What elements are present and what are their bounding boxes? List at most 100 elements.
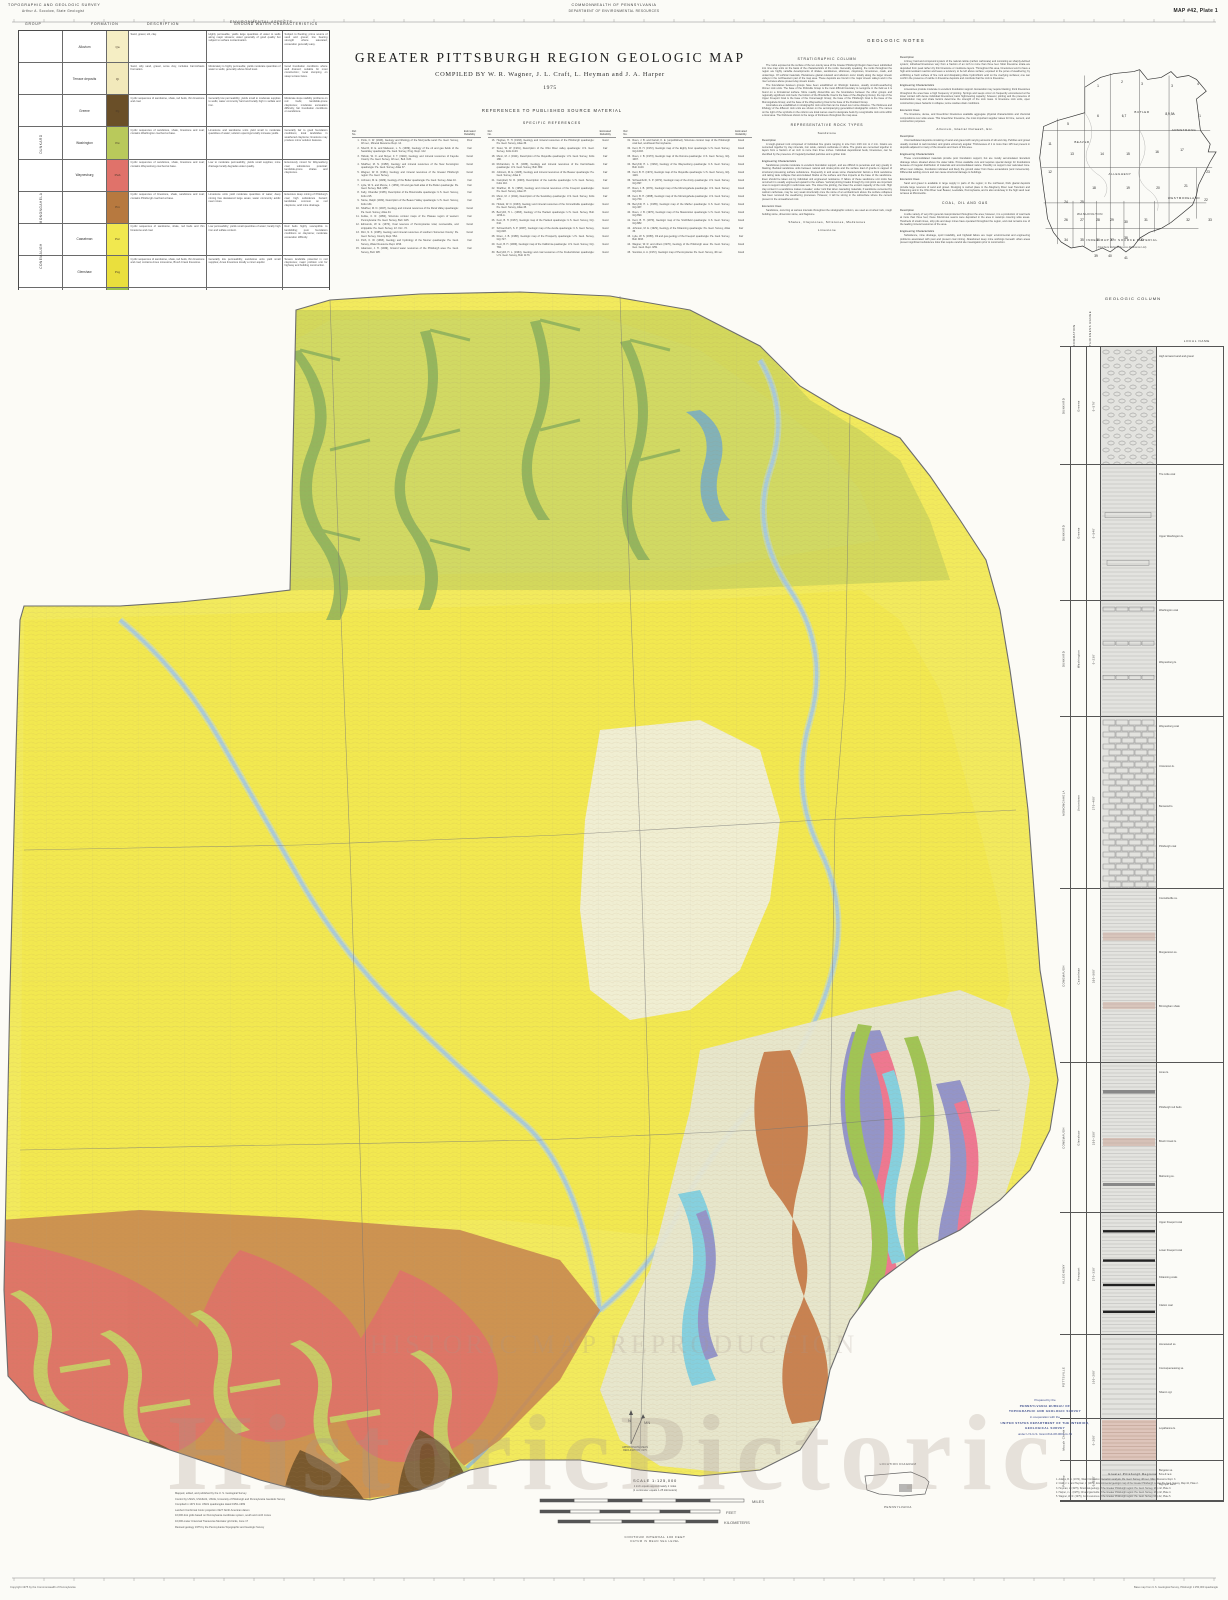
index-map-cell-number[interactable]: 34 bbox=[1064, 238, 1068, 242]
index-map-cell-number[interactable]: 32 bbox=[1186, 218, 1190, 222]
credit-line: Lambert Conformal Conic projection 1927 … bbox=[175, 1508, 250, 1512]
gc-unit-thickness: 250–350' bbox=[1087, 1063, 1101, 1212]
index-map-cell-number[interactable]: 19 bbox=[1126, 186, 1130, 190]
index-map-cell-number[interactable]: 6 bbox=[1097, 114, 1099, 118]
index-map-cell-number[interactable]: 41 bbox=[1124, 256, 1128, 260]
gc-thickness-label: 250–350' bbox=[1092, 1130, 1095, 1145]
index-map-cell-number[interactable]: 27 bbox=[1080, 218, 1084, 222]
geologic-note-heading: Economic Uses bbox=[900, 108, 920, 113]
index-map-cell-number[interactable]: 20 bbox=[1156, 186, 1160, 190]
index-map-caption: INDEX MAP TO SOURCE MATERIAL bbox=[1086, 238, 1158, 242]
index-map-cell-number[interactable]: 28 bbox=[1096, 218, 1100, 222]
credit-line: Compiled in 1971 from USGS quadrangles d… bbox=[175, 1503, 246, 1507]
index-map-cell-number[interactable]: 16 bbox=[1155, 150, 1159, 154]
index-map-cell-number[interactable]: 23 bbox=[1206, 170, 1210, 174]
index-map-cell-number[interactable]: 4 bbox=[1197, 82, 1199, 86]
reference-reliability: Good bbox=[737, 250, 745, 254]
credit-line: Mapped, edited, and published by the U. … bbox=[175, 1492, 247, 1495]
legend-header-environmental: ENVIRONMENTAL ASPECTS bbox=[230, 20, 293, 24]
index-map-cell-number[interactable]: 11 bbox=[1048, 142, 1052, 146]
geologic-notes-column-2: Description A limey, hard and compound sy… bbox=[900, 52, 1030, 244]
index-map-cell-number[interactable]: 8,9,9A bbox=[1165, 112, 1175, 116]
index-map-cell-number[interactable]: 35 bbox=[1080, 238, 1084, 242]
index-map-cell-number[interactable]: 3 bbox=[1171, 84, 1173, 88]
index-map-cell-number[interactable]: 15 bbox=[1126, 152, 1130, 156]
index-map-cell-number[interactable]: 18 bbox=[1092, 186, 1096, 190]
geologic-notes-block: GEOLOGIC NOTES STRATIGRAPHIC COLUMN The r… bbox=[762, 38, 1030, 244]
reference-number: 13. bbox=[355, 231, 360, 235]
declination-line2: DECLINATION, 1975 bbox=[623, 1449, 647, 1452]
reference-number: 27. bbox=[491, 226, 496, 230]
reference-text: Shaffner, M. N. (1947), Geology and mine… bbox=[361, 207, 459, 214]
index-map-cell-number[interactable]: 17 bbox=[1180, 148, 1184, 152]
index-map-cell-number[interactable]: 31 bbox=[1144, 218, 1148, 222]
legend-symbol-label: Pm bbox=[115, 205, 120, 210]
gc-header-thickness: THICKNESS RANGE bbox=[1088, 310, 1092, 346]
declination-line1: APPROXIMATE MEAN bbox=[622, 1446, 648, 1449]
legend-group-span: CONEMAUGH bbox=[19, 224, 63, 288]
index-map-cell-number[interactable]: 36 bbox=[1096, 238, 1100, 242]
index-map-cell-number[interactable]: 33 bbox=[1208, 218, 1212, 222]
credit-line: under U.S.G.S. Grant #14-08-0001-G-79 bbox=[1017, 1431, 1073, 1436]
index-map-cell-number[interactable]: 24 bbox=[1064, 200, 1068, 204]
location-diagram-state: PENNSYLVANIA bbox=[884, 1505, 912, 1509]
gc-group-label: DUNKARD bbox=[1062, 650, 1065, 667]
index-map-cell-number[interactable]: 38 bbox=[1124, 236, 1128, 240]
reference-number: 8. bbox=[357, 191, 360, 195]
index-map-cell-number[interactable]: 29 bbox=[1110, 218, 1114, 222]
reference-number: 24. bbox=[491, 202, 496, 206]
related-plate-item: 3. Heyman, L. (1975), Structural geology… bbox=[1056, 1486, 1172, 1490]
index-map-cell-number[interactable]: 13 bbox=[1070, 152, 1074, 156]
reference-item: 6. Johnson, M. E. (1929), Geology of the … bbox=[352, 179, 481, 182]
index-map-cell-number[interactable]: 25 bbox=[1080, 200, 1084, 204]
geologic-note-heading: Description bbox=[900, 207, 914, 212]
geologic-note-paragraph: Unconsolidated deposits consisting of sa… bbox=[900, 139, 1030, 149]
reference-text: Kent, B. H. (1974), Geologic map of the … bbox=[632, 170, 731, 178]
geologic-note-heading: Limestone bbox=[817, 227, 837, 232]
index-map-cell-number[interactable]: 31 bbox=[1140, 238, 1144, 242]
geologic-map-svg[interactable] bbox=[0, 290, 1060, 1570]
reference-item: 17. Stout, W. W. (1931), Description of t… bbox=[488, 147, 617, 154]
reference-item: 29. Kent, B. H. (1969), Geologic map of t… bbox=[488, 243, 617, 250]
reference-number: 14. bbox=[355, 239, 360, 243]
reference-item: 5. Wagner, W. R. (1961), Geology and mine… bbox=[352, 171, 481, 178]
reference-item: 26. Kent, B. H. (1967), Geologic map of t… bbox=[488, 219, 617, 226]
index-map-cell-number[interactable]: 5 bbox=[1067, 122, 1069, 126]
page-title: GREATER PITTSBURGH REGION GEOLOGIC MAP bbox=[354, 50, 746, 65]
index-map-cell-number[interactable]: 21 bbox=[1184, 184, 1188, 188]
geologic-note-paragraph: Limestones provide moderate to excellent… bbox=[900, 88, 1030, 105]
index-map-cell-number[interactable]: 2 bbox=[1121, 80, 1123, 84]
reference-text: Munn, M. J. (1911), Description of the C… bbox=[496, 154, 595, 162]
index-map-cell-number[interactable]: 1 bbox=[1199, 114, 1201, 118]
index-map-cell-number[interactable]: 26 bbox=[1064, 218, 1068, 222]
gc-unit-local-names: Upper Freeport coal Lower Freeport coal Ki… bbox=[1157, 1213, 1223, 1334]
index-map-county-label: BEAVER bbox=[1074, 140, 1090, 144]
index-map-cell-number[interactable]: 6,7 bbox=[1121, 114, 1127, 118]
gc-local-name: Ames ls. bbox=[1159, 1071, 1169, 1074]
reference-item: 31. Roen, J. B. and Farrell, K. E. (unpub… bbox=[623, 139, 752, 146]
gc-unit-formation bbox=[1071, 1335, 1087, 1418]
index-map-cell-number[interactable]: 14 bbox=[1100, 152, 1104, 156]
index-map-cell-number[interactable]: 1 bbox=[1097, 84, 1099, 88]
gc-unit-group: CONEMAUGH bbox=[1057, 1063, 1071, 1212]
main-geologic-map[interactable] bbox=[0, 290, 1060, 1570]
index-map-cell-number[interactable]: 22 bbox=[1204, 198, 1208, 202]
index-map-cell-number[interactable]: 37 bbox=[1110, 238, 1114, 242]
reference-text: Munn, M. J. (1911), Description of the S… bbox=[496, 194, 595, 202]
gc-local-name: Benwood ls. bbox=[1159, 805, 1174, 808]
gc-group-label: POTTSVILLE bbox=[1062, 1366, 1065, 1387]
references-title: REFERENCES TO PUBLISHED SOURCE MATERIAL bbox=[481, 108, 623, 113]
reference-item: 40. Roen, J. B. (1970), Geologic map of t… bbox=[623, 211, 752, 218]
index-map-cell-number[interactable]: 3 bbox=[1141, 82, 1143, 86]
gc-formation-label: Uniontown bbox=[1077, 794, 1080, 811]
reference-item: 22. Shaffner, M. N. (1956), Geology and m… bbox=[488, 187, 617, 194]
index-map-cell-number[interactable]: 39 bbox=[1094, 254, 1098, 258]
legend-cell-groundwater: Moderately to highly permeable; yields m… bbox=[207, 63, 283, 95]
index-map-county-label: ARMSTRONG bbox=[1171, 128, 1197, 132]
index-map-cell-number[interactable]: 40 bbox=[1108, 254, 1112, 258]
index-map-cell-number[interactable]: 12 bbox=[1048, 170, 1052, 174]
index-map-cell-number[interactable]: 30 bbox=[1124, 220, 1128, 224]
legend-cell-environmental: Extensively mined for Waynesburg coal; s… bbox=[284, 161, 328, 175]
reference-item: 24. Hickok, W. O. (1933), Geology and min… bbox=[488, 203, 617, 210]
gc-unit-thickness: 350–500' bbox=[1087, 889, 1101, 1062]
